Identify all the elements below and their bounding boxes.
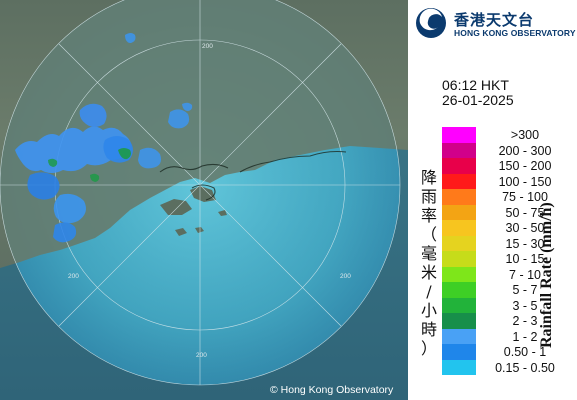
legend-row: 75 - 100 bbox=[442, 189, 572, 205]
legend-label: 15 - 30 bbox=[505, 236, 545, 251]
range-ring-label: 200 bbox=[202, 43, 213, 50]
legend-swatch bbox=[442, 266, 476, 282]
legend-row: 200 - 300 bbox=[442, 142, 572, 158]
observation-time: 06:12 HKT bbox=[442, 77, 509, 93]
legend-row: 1 - 2 bbox=[442, 328, 572, 344]
land-inner bbox=[0, 0, 400, 268]
range-ring-label: 200 bbox=[68, 273, 79, 280]
legend-swatch bbox=[442, 158, 476, 174]
hko-header: 香港天文台 HONG KONG OBSERVATORY bbox=[414, 6, 576, 40]
radar-image bbox=[0, 0, 408, 400]
legend-label: 200 - 300 bbox=[498, 143, 552, 158]
legend-swatch bbox=[442, 142, 476, 158]
legend-row: 15 - 30 bbox=[442, 235, 572, 251]
legend-label: 10 - 15 bbox=[505, 252, 545, 266]
legend-swatch bbox=[442, 359, 476, 375]
legend-swatch bbox=[442, 313, 476, 329]
legend-label: 5 - 7 bbox=[512, 283, 538, 297]
legend-label: >300 bbox=[510, 128, 540, 142]
legend-label: 75 - 100 bbox=[502, 190, 548, 204]
legend-row: 30 - 50 bbox=[442, 220, 572, 236]
legend-row: 0.50 - 1 bbox=[442, 344, 572, 360]
legend-row: 3 - 5 bbox=[442, 297, 572, 313]
legend-row: 50 - 75 bbox=[442, 204, 572, 220]
legend-panel: 香港天文台 HONG KONG OBSERVATORY 06:12 HKT 26… bbox=[408, 0, 577, 400]
lantau-island bbox=[160, 199, 192, 215]
legend-row: 5 - 7 bbox=[442, 282, 572, 298]
legend-label: 2 - 3 bbox=[512, 314, 538, 328]
copyright-text: © Hong Kong Observatory bbox=[270, 384, 394, 396]
legend-label: 50 - 75 bbox=[505, 205, 545, 220]
legend-label: 0.15 - 0.50 bbox=[495, 360, 555, 375]
legend-row: 100 - 150 bbox=[442, 173, 572, 189]
legend-label: 150 - 200 bbox=[498, 159, 552, 173]
legend-title-en: Rainfall Rate (mm/h) bbox=[538, 202, 555, 348]
legend-swatch bbox=[442, 189, 476, 205]
org-name-zh: 香港天文台 bbox=[454, 11, 535, 29]
legend-label: 7 - 10 bbox=[509, 267, 541, 282]
coastlines bbox=[159, 150, 347, 201]
legend-swatch bbox=[442, 328, 476, 344]
legend-swatch bbox=[442, 204, 476, 220]
legend-swatch bbox=[442, 220, 476, 236]
legend-swatch bbox=[442, 297, 476, 313]
legend-label: 0.50 - 1 bbox=[503, 345, 547, 359]
legend-title-zh: 降雨率（毫米 / 小時） bbox=[420, 168, 437, 358]
legend-label: 100 - 150 bbox=[498, 174, 552, 189]
range-ring-label: 200 bbox=[340, 273, 351, 280]
legend-row: >300 bbox=[442, 127, 572, 143]
outlying-islands bbox=[175, 210, 227, 236]
legend-swatch bbox=[442, 344, 476, 360]
legend-label: 3 - 5 bbox=[512, 298, 538, 313]
legend-row: 10 - 15 bbox=[442, 251, 572, 267]
legend-swatch bbox=[442, 173, 476, 189]
legend-label: 1 - 2 bbox=[512, 329, 538, 344]
org-name-en: HONG KONG OBSERVATORY bbox=[454, 28, 576, 38]
legend-row: 150 - 200 bbox=[442, 158, 572, 174]
legend-swatch bbox=[442, 127, 476, 143]
hko-logo-icon bbox=[416, 8, 446, 38]
legend-swatch bbox=[442, 235, 476, 251]
observation-date: 26-01-2025 bbox=[442, 92, 514, 108]
legend-swatch bbox=[442, 282, 476, 298]
legend-row: 7 - 10 bbox=[442, 266, 572, 282]
legend-swatch bbox=[442, 251, 476, 267]
legend-row: 2 - 3 bbox=[442, 313, 572, 329]
radar-map: 200 200 200 200 © Hong Kong Observatory bbox=[0, 0, 408, 400]
legend-label: 30 - 50 bbox=[505, 221, 545, 235]
legend-row: 0.15 - 0.50 bbox=[442, 359, 572, 375]
rainfall-legend: >300 200 - 300 150 - 200 100 - 150 75 - 100 5… bbox=[442, 127, 572, 375]
range-ring-label: 200 bbox=[196, 352, 207, 359]
rain-echoes bbox=[15, 33, 193, 243]
